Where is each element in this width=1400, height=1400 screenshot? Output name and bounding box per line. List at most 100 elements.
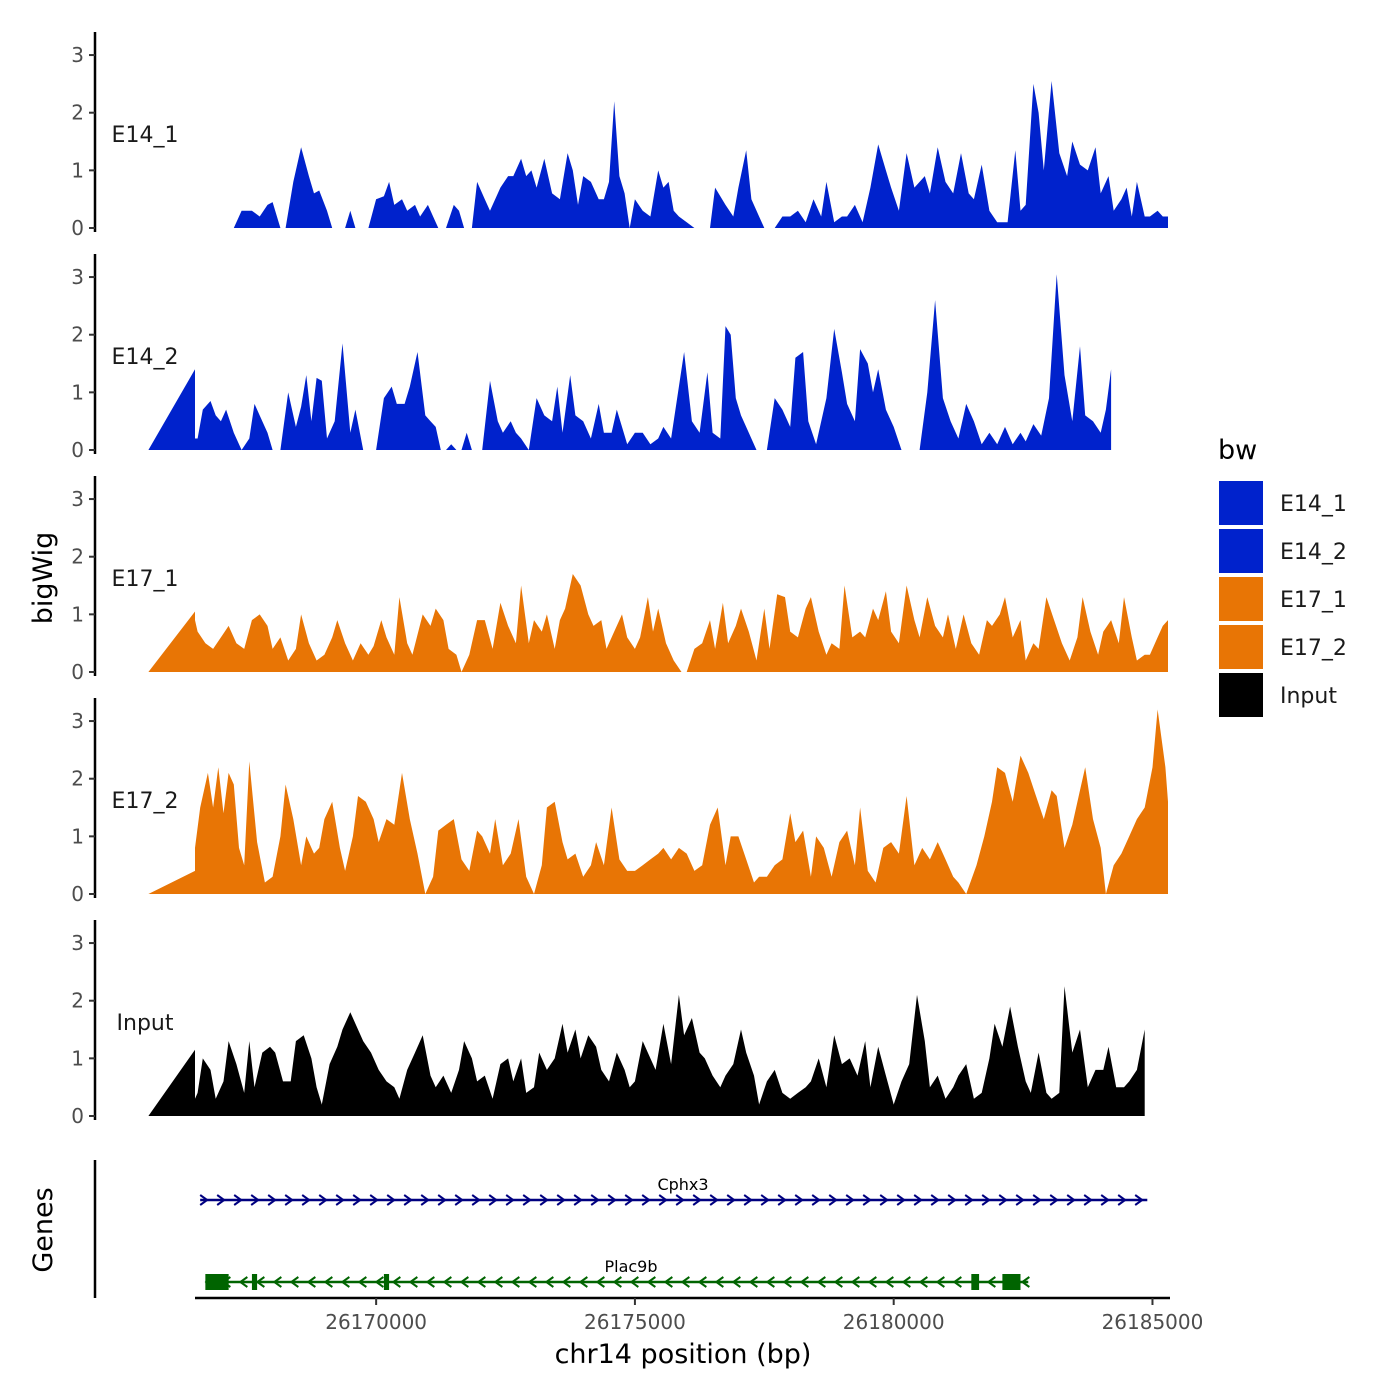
strand-arrow	[386, 1194, 396, 1206]
y-tick-label: 3	[71, 43, 84, 67]
strand-arrow	[964, 1194, 974, 1206]
y-tick-label: 1	[71, 824, 84, 848]
coverage-area-input	[148, 986, 1145, 1116]
strand-arrow	[510, 1276, 520, 1288]
strand-arrow	[726, 1194, 736, 1206]
strand-arrow	[947, 1194, 957, 1206]
legend-label: E14_2	[1280, 540, 1347, 565]
strand-arrow	[323, 1276, 333, 1288]
strand-arrow	[442, 1276, 452, 1288]
strand-arrow	[216, 1194, 226, 1206]
strand-arrow	[765, 1276, 775, 1288]
strand-arrow	[867, 1276, 877, 1288]
exon	[205, 1274, 229, 1290]
strand-arrow	[476, 1276, 486, 1288]
strand-arrow	[493, 1276, 503, 1288]
x-axis-title: chr14 position (bp)	[555, 1339, 812, 1370]
legend-label: E17_2	[1280, 636, 1347, 661]
strand-arrow	[714, 1276, 724, 1288]
strand-arrow	[612, 1276, 622, 1288]
strand-arrow	[731, 1276, 741, 1288]
strand-arrow	[539, 1194, 549, 1206]
strand-arrow	[743, 1194, 753, 1206]
strand-arrow	[1020, 1276, 1030, 1288]
strand-arrow	[748, 1276, 758, 1288]
strand-arrow	[391, 1276, 401, 1288]
strand-arrow	[884, 1276, 894, 1288]
y-tick-label: 2	[71, 101, 84, 125]
track-e14-1: 0 1 2 3 E14_1	[71, 32, 1169, 240]
strand-arrow	[352, 1194, 362, 1206]
track-label: E14_2	[112, 345, 179, 370]
track-e17-1: 0 1 2 3 E17_1	[71, 476, 1168, 684]
strand-arrow	[901, 1276, 911, 1288]
strand-arrow	[646, 1276, 656, 1288]
strand-arrow	[952, 1276, 962, 1288]
strand-arrow	[930, 1194, 940, 1206]
strand-arrow	[255, 1276, 265, 1288]
strand-arrow	[488, 1194, 498, 1206]
strand-arrow	[607, 1194, 617, 1206]
strand-arrow	[697, 1276, 707, 1288]
strand-arrow	[267, 1194, 277, 1206]
exon	[251, 1274, 258, 1290]
strand-arrow	[403, 1194, 413, 1206]
strand-arrow	[828, 1194, 838, 1206]
x-tick-label: 26185000	[1102, 1310, 1204, 1334]
strand-arrow	[199, 1194, 209, 1206]
gene-label: Plac9b	[604, 1257, 657, 1276]
strand-arrow	[833, 1276, 843, 1288]
coverage-area-e14-2	[148, 274, 1112, 450]
y-tick-label: 1	[71, 602, 84, 626]
strand-arrow	[459, 1276, 469, 1288]
genes-track: Cphx3 Plac9b	[93, 1160, 1148, 1298]
legend-label: E17_1	[1280, 588, 1347, 613]
track-label: E17_1	[112, 567, 179, 592]
strand-arrow	[1134, 1194, 1144, 1206]
strand-arrow	[675, 1194, 685, 1206]
strand-arrow	[522, 1194, 532, 1206]
track-label: E17_2	[112, 789, 179, 814]
strand-arrow	[777, 1194, 787, 1206]
y-tick-label: 0	[71, 216, 84, 240]
track-input: 0 1 2 3 Input	[71, 920, 1145, 1128]
strand-arrow	[1100, 1194, 1110, 1206]
exon	[971, 1274, 980, 1290]
strand-arrow	[233, 1194, 243, 1206]
coverage-tracks: 0 1 2 3 E14_1 0 1 2 3 E14_2 0 1 2 3 E17_1 0 1 2 3 E17_2 0 1 2 3…	[71, 32, 1169, 1128]
y-tick-label: 3	[71, 265, 84, 289]
y-axis-title: bigWig	[28, 532, 59, 625]
strand-arrow	[595, 1276, 605, 1288]
strand-arrow	[862, 1194, 872, 1206]
strand-arrow	[306, 1276, 316, 1288]
strand-arrow	[845, 1194, 855, 1206]
strand-arrow	[238, 1276, 248, 1288]
strand-arrow	[369, 1194, 379, 1206]
strand-arrow	[561, 1276, 571, 1288]
strand-arrow	[709, 1194, 719, 1206]
strand-arrow	[335, 1194, 345, 1206]
x-tick-label: 26170000	[325, 1310, 427, 1334]
strand-arrow	[437, 1194, 447, 1206]
legend-swatch	[1217, 575, 1265, 623]
coverage-area-e17-2	[148, 709, 1168, 894]
y-tick-label: 0	[71, 438, 84, 462]
strand-arrow	[420, 1194, 430, 1206]
legend-swatch	[1217, 479, 1265, 527]
strand-arrow	[692, 1194, 702, 1206]
strand-arrow	[573, 1194, 583, 1206]
exon	[1002, 1274, 1021, 1290]
strand-arrow	[998, 1194, 1008, 1206]
y-tick-label: 2	[71, 989, 84, 1013]
coverage-area-e17-1	[148, 527, 1168, 672]
strand-arrow	[799, 1276, 809, 1288]
strand-arrow	[1117, 1194, 1127, 1206]
legend-title: bw	[1218, 435, 1257, 466]
strand-arrow	[760, 1194, 770, 1206]
x-tick-label: 26180000	[843, 1310, 945, 1334]
strand-arrow	[850, 1276, 860, 1288]
strand-arrow	[896, 1194, 906, 1206]
strand-arrow	[454, 1194, 464, 1206]
strand-arrow	[272, 1276, 282, 1288]
